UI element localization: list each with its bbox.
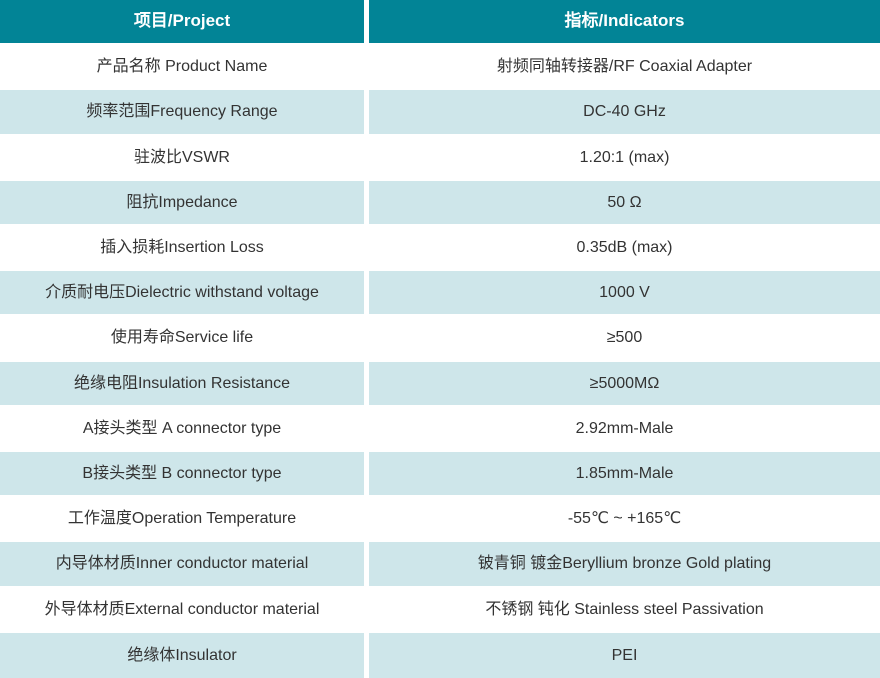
indicator-cell: 0.35dB (max) <box>369 226 880 272</box>
indicator-cell: 1.85mm-Male <box>369 452 880 498</box>
table-row: 插入损耗Insertion Loss 0.35dB (max) <box>0 226 880 272</box>
indicator-cell: DC-40 GHz <box>369 90 880 136</box>
project-cell: 插入损耗Insertion Loss <box>0 226 369 272</box>
table-header-row: 项目/Project 指标/Indicators <box>0 0 880 46</box>
project-cell: 绝缘电阻Insulation Resistance <box>0 361 369 407</box>
table-row: B接头类型 B connector type 1.85mm-Male <box>0 452 880 498</box>
project-cell: 产品名称 Product Name <box>0 45 369 91</box>
table-row: 驻波比VSWR 1.20:1 (max) <box>0 135 880 181</box>
table-row: 产品名称 Product Name 射频同轴转接器/RF Coaxial Ada… <box>0 45 880 91</box>
indicator-cell: PEI <box>369 632 880 678</box>
project-cell: 绝缘体Insulator <box>0 632 369 678</box>
indicator-cell: 1000 V <box>369 271 880 317</box>
indicator-cell: 2.92mm-Male <box>369 406 880 453</box>
indicator-cell: 不锈钢 钝化 Stainless steel Passivation <box>369 587 880 633</box>
table-row: 工作温度Operation Temperature -55℃ ~ +165℃ <box>0 497 880 543</box>
project-cell: 介质耐电压Dielectric withstand voltage <box>0 271 369 317</box>
project-cell: 使用寿命Service life <box>0 316 369 362</box>
table-row: A接头类型 A connector type 2.92mm-Male <box>0 406 880 453</box>
table-row: 介质耐电压Dielectric withstand voltage 1000 V <box>0 271 880 317</box>
table-row: 绝缘电阻Insulation Resistance ≥5000MΩ <box>0 361 880 407</box>
table-row: 频率范围Frequency Range DC-40 GHz <box>0 90 880 136</box>
project-cell: 阻抗Impedance <box>0 180 369 227</box>
table-row: 阻抗Impedance 50 Ω <box>0 180 880 227</box>
project-cell: A接头类型 A connector type <box>0 406 369 453</box>
project-cell: B接头类型 B connector type <box>0 452 369 498</box>
column-header-indicators: 指标/Indicators <box>369 0 880 46</box>
project-cell: 频率范围Frequency Range <box>0 90 369 136</box>
table-row: 绝缘体Insulator PEI <box>0 632 880 678</box>
indicator-cell: ≥5000MΩ <box>369 361 880 407</box>
project-cell: 工作温度Operation Temperature <box>0 497 369 543</box>
column-header-project: 项目/Project <box>0 0 369 46</box>
indicator-cell: 50 Ω <box>369 180 880 227</box>
indicator-cell: 1.20:1 (max) <box>369 135 880 181</box>
project-cell: 驻波比VSWR <box>0 135 369 181</box>
indicator-cell: -55℃ ~ +165℃ <box>369 497 880 543</box>
project-cell: 外导体材质External conductor material <box>0 587 369 633</box>
indicator-cell: 铍青铜 镀金Beryllium bronze Gold plating <box>369 542 880 588</box>
table-row: 外导体材质External conductor material 不锈钢 钝化 … <box>0 587 880 633</box>
table-row: 内导体材质Inner conductor material 铍青铜 镀金Bery… <box>0 542 880 588</box>
indicator-cell: 射频同轴转接器/RF Coaxial Adapter <box>369 45 880 91</box>
project-cell: 内导体材质Inner conductor material <box>0 542 369 588</box>
indicator-cell: ≥500 <box>369 316 880 362</box>
table-row: 使用寿命Service life ≥500 <box>0 316 880 362</box>
